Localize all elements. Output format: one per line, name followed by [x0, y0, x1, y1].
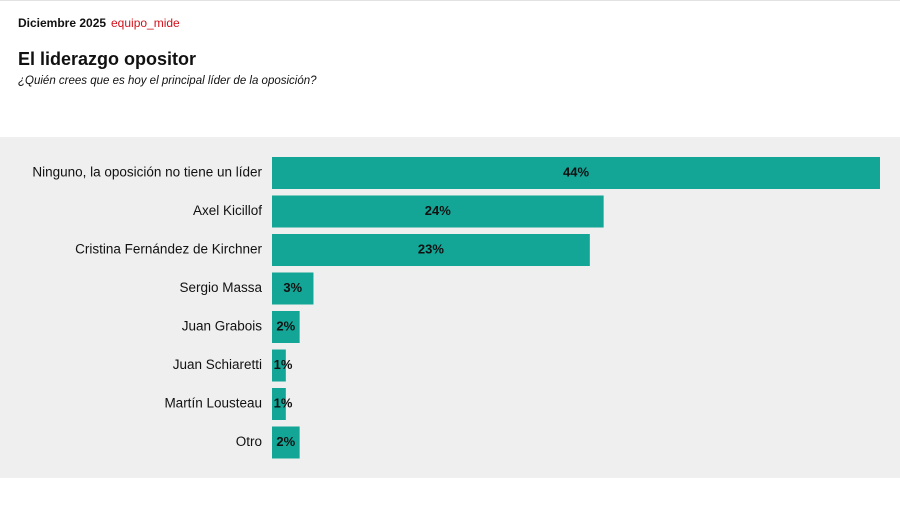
- value-label: 44%: [563, 164, 589, 179]
- value-label: 1%: [274, 395, 293, 410]
- category-label: Martín Lousteau: [164, 396, 262, 411]
- value-label: 2%: [276, 434, 295, 449]
- chart-subtitle: ¿Quién crees que es hoy el principal líd…: [18, 75, 317, 87]
- bar: [272, 349, 286, 382]
- category-label: Axel Kicillof: [193, 203, 262, 218]
- category-label: Ninguno, la oposición no tiene un líder: [32, 165, 262, 180]
- category-label: Sergio Massa: [179, 280, 262, 295]
- source: equipo_mide: [111, 16, 180, 30]
- value-label: 3%: [283, 280, 302, 295]
- value-label: 24%: [425, 203, 451, 218]
- bar: [272, 272, 314, 305]
- value-label: 2%: [276, 318, 295, 333]
- category-label: Juan Schiaretti: [173, 357, 262, 372]
- bar: [272, 157, 880, 189]
- category-label: Cristina Fernández de Kirchner: [75, 242, 262, 257]
- plot-panel: [0, 137, 900, 478]
- bar: [272, 426, 300, 459]
- bar: [272, 311, 300, 343]
- bar: [272, 388, 286, 420]
- category-label: Juan Grabois: [182, 319, 263, 334]
- bar: [272, 234, 590, 266]
- chart-title: El liderazgo opositor: [18, 49, 196, 69]
- bar: [272, 195, 604, 228]
- category-label: Otro: [236, 434, 262, 449]
- value-label: 23%: [418, 241, 444, 256]
- value-label: 1%: [274, 357, 293, 372]
- date: Diciembre 2025: [18, 16, 106, 30]
